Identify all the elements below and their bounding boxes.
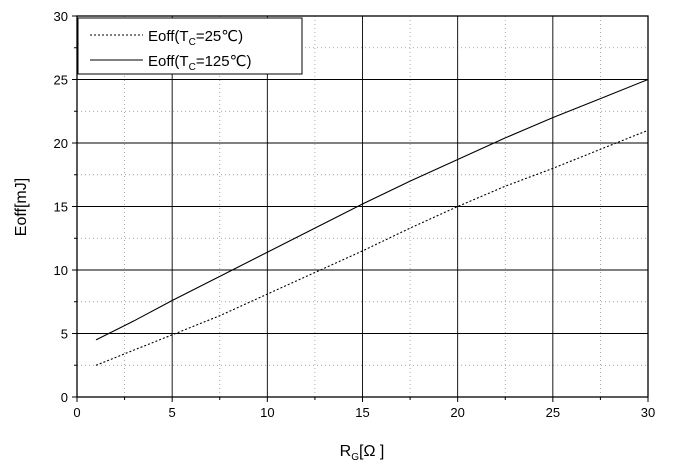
x-axis-label-sub: G [351,452,359,463]
series-line-1 [95,129,649,366]
legend-label-series-2: Eoff(TC=125℃) [148,53,251,73]
y-tick-label: 20 [54,136,68,151]
x-tick-label: 25 [546,405,560,420]
x-tick-label: 10 [260,405,274,420]
y-tick-label: 5 [61,327,68,342]
x-axis-label-rest: [Ω ] [359,443,384,460]
y-tick-label: 25 [54,73,68,88]
tick-labels: 0 5 10 15 20 25 30 0 5 10 15 20 25 30 [54,9,656,420]
y-tick-label: 30 [54,9,68,24]
plot-lines [95,78,649,366]
legend-box [77,17,303,75]
y-axis-label: Eoff[mJ] [13,178,30,236]
legend: Eoff(TC=25℃) Eoff(TC=125℃) [77,17,303,75]
x-tick-label: 30 [641,405,655,420]
x-axis-label-main: R [340,443,352,460]
y-tick-label: 15 [54,200,68,215]
x-axis-label: RG[Ω ] [340,443,385,463]
y-tick-label: 0 [61,390,68,405]
x-tick-label: 15 [355,405,369,420]
series-line-2 [95,78,649,341]
x-tick-label: 20 [450,405,464,420]
y-tick-label: 10 [54,263,68,278]
legend-label-series-1: Eoff(TC=25℃) [148,28,243,48]
x-tick-label: 0 [73,405,80,420]
ticks [72,15,649,402]
grid [77,16,648,397]
x-tick-label: 5 [169,405,176,420]
